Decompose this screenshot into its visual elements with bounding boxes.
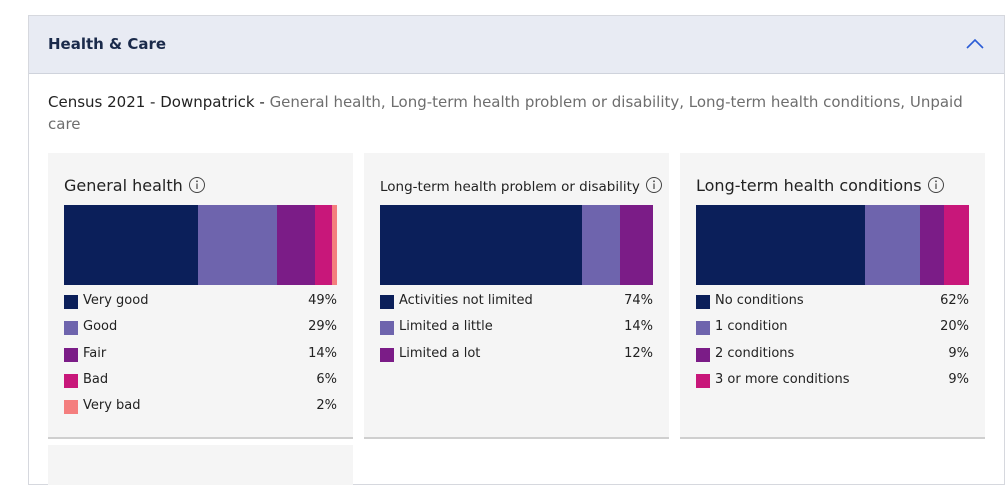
legend-swatch (64, 321, 78, 336)
legend-row: No conditions 62% (696, 293, 969, 311)
legend-label: Activities not limited (399, 293, 533, 308)
bar-segment (315, 205, 332, 285)
bar-segment (919, 205, 945, 285)
legend-row: 3 or more conditions 9% (696, 372, 969, 390)
legend-swatch (380, 347, 394, 362)
info-icon[interactable] (927, 176, 945, 194)
page: Health & Care Census 2021 - Downpatrick … (28, 15, 1005, 485)
legend-swatch (696, 347, 710, 362)
bar-segment (197, 205, 277, 285)
bar-segment (696, 205, 866, 285)
stacked-bar (64, 205, 337, 285)
value-label: 49% (308, 293, 337, 308)
collapse-icon[interactable] (966, 37, 984, 49)
section: Health & Care Census 2021 - Downpatrick … (28, 15, 1005, 485)
chart-panel: Long-term health problem or disability Ac… (364, 153, 669, 439)
legend-label: Limited a lot (399, 345, 481, 361)
bar-segment (331, 205, 337, 285)
section-title: Health & Care (48, 35, 167, 53)
legend-label: 2 conditions (715, 345, 795, 361)
value-label: 29% (308, 319, 337, 335)
bar-segment (582, 205, 621, 285)
legend-label: Limited a little (399, 319, 493, 335)
subtitle-place: Census 2021 - Downpatrick - (48, 93, 270, 111)
legend-swatch (380, 321, 394, 336)
chart-title: Long-term health conditions (696, 176, 945, 195)
bar-segment (276, 205, 316, 285)
legend-swatch (64, 295, 78, 309)
value-label: 2% (316, 398, 337, 414)
legend-swatch (696, 373, 710, 388)
value-label: 9% (948, 345, 969, 361)
bar-segment (865, 205, 920, 285)
legend-row: Fair 14% (64, 346, 337, 364)
legend-label: 1 condition (715, 319, 788, 335)
legend-row: Good 29% (64, 319, 337, 337)
value-label: 74% (624, 293, 653, 308)
legend-swatch (64, 347, 78, 362)
legend-swatch (380, 295, 394, 309)
legend-row: Limited a lot 12% (380, 346, 653, 364)
value-label: 14% (624, 319, 653, 335)
legend-label: 3 or more conditions (715, 371, 850, 387)
legend-label: Very good (83, 293, 149, 308)
bar-segment (380, 205, 583, 285)
info-icon[interactable] (645, 176, 663, 194)
legend-row: 2 conditions 9% (696, 346, 969, 364)
legend-label: No conditions (715, 293, 804, 308)
legend-label: Fair (83, 345, 107, 361)
subtitle: Census 2021 - Downpatrick - General heal… (48, 91, 968, 135)
section-header[interactable]: Health & Care (29, 16, 1004, 74)
legend-row: 1 condition 20% (696, 319, 969, 337)
legend-row: Very good 49% (64, 293, 337, 311)
legend-swatch (696, 295, 710, 309)
legend-swatch (64, 400, 78, 415)
legend-label: Good (83, 319, 118, 335)
chart-panel: General health Very good 49% Good 29% Fair 14%… (48, 153, 353, 439)
value-label: 14% (308, 345, 337, 361)
subtitle-topics: General health, Long-term health problem… (48, 93, 963, 133)
stacked-bar (696, 205, 969, 285)
bar-segment (944, 205, 969, 285)
value-label: 12% (624, 345, 653, 361)
stacked-bar (380, 205, 653, 285)
legend-label: Very bad (83, 398, 141, 414)
value-label: 62% (940, 293, 969, 308)
legend-swatch (64, 373, 78, 388)
value-label: 20% (940, 319, 969, 335)
legend-row: Very bad 2% (64, 398, 337, 416)
chart-panel: Long-term health conditions No conditions… (680, 153, 985, 439)
panel (48, 445, 353, 485)
legend-row: Bad 6% (64, 372, 337, 390)
chart-title: General health (64, 176, 206, 195)
bar-segment (64, 205, 198, 285)
chart-title: Long-term health problem or disability (380, 176, 663, 195)
legend-swatch (696, 321, 710, 336)
legend-row: Limited a little 14% (380, 319, 653, 337)
value-label: 9% (948, 371, 969, 387)
value-label: 6% (316, 371, 337, 387)
legend-label: Bad (83, 371, 109, 387)
bar-segment (620, 205, 653, 285)
info-icon[interactable] (188, 176, 206, 194)
legend-row: Activities not limited 74% (380, 293, 653, 311)
